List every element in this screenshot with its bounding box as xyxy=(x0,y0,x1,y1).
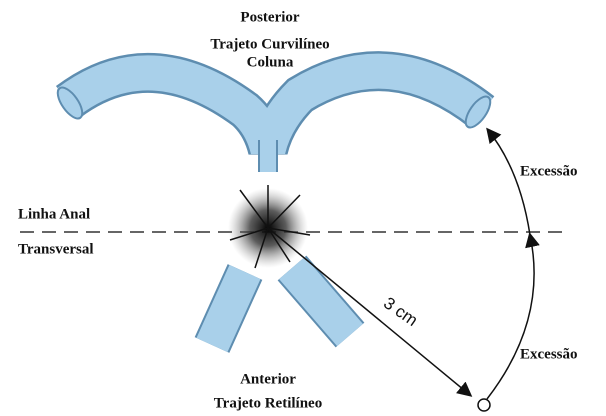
arc-arrow-upper xyxy=(488,130,530,235)
radius-arrow xyxy=(268,228,470,395)
label: Anterior xyxy=(240,371,296,387)
label: Excessão xyxy=(520,346,578,362)
diagram: Posterior Trajeto Curvilíneo Coluna Exce… xyxy=(0,0,606,416)
label: Posterior xyxy=(240,9,299,25)
curved-tube xyxy=(53,71,495,172)
label: Trajeto Curvilíneo xyxy=(210,36,329,52)
label: Linha Anal xyxy=(18,206,90,222)
label: Coluna xyxy=(247,54,294,70)
marker-circle xyxy=(478,399,490,411)
label: Excessão xyxy=(520,163,578,179)
label: Trajeto Retilíneo xyxy=(214,395,322,411)
label: Transversal xyxy=(18,241,94,257)
arc-arrow-lower xyxy=(487,235,534,399)
lesion xyxy=(228,185,310,268)
label: 3 cm xyxy=(380,293,421,330)
